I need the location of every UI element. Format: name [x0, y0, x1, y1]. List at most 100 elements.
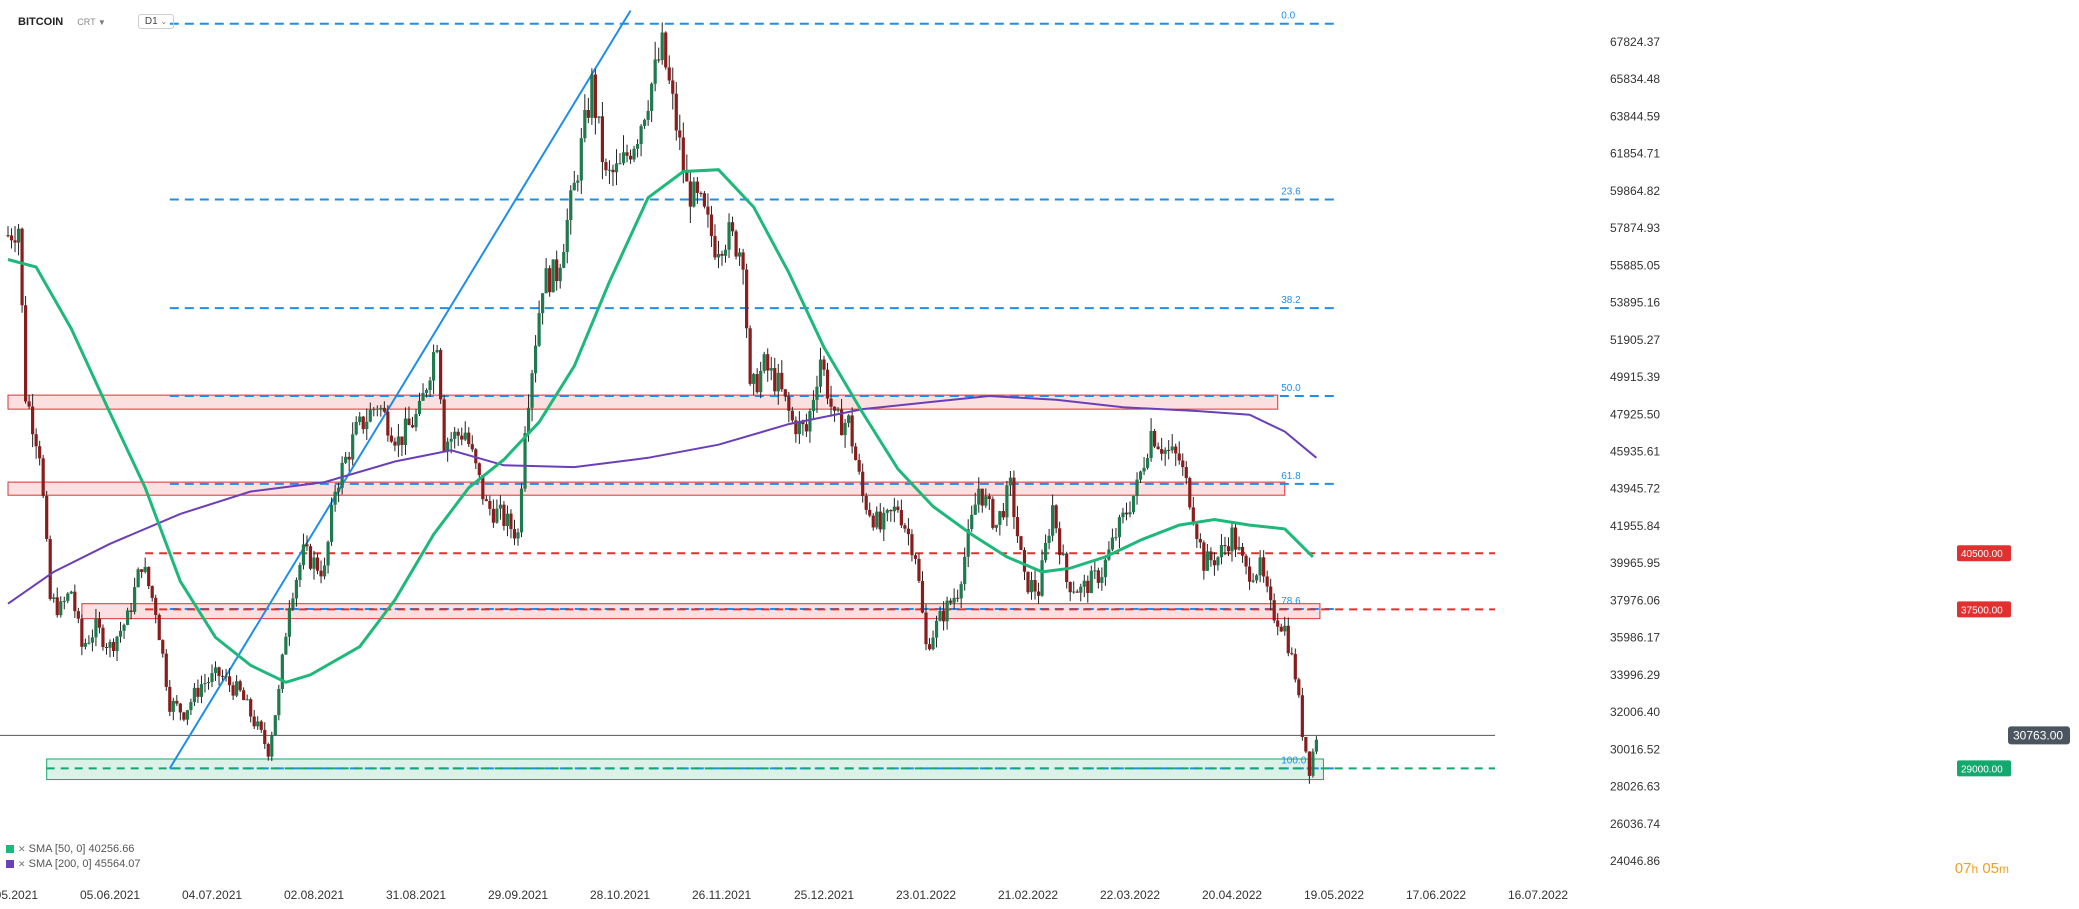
- sma50-color-swatch: [6, 845, 14, 854]
- candle-body: [372, 409, 376, 411]
- candle-body: [1138, 471, 1143, 480]
- candle-body: [467, 432, 471, 445]
- candle-body: [1240, 546, 1245, 556]
- x-tick-label: 22.03.2022: [1100, 888, 1160, 902]
- candle-body: [857, 459, 861, 472]
- candle-body: [688, 181, 692, 207]
- candle-body: [1051, 505, 1055, 536]
- candle-body: [657, 59, 661, 61]
- candle-body: [263, 729, 267, 745]
- candle-body: [161, 640, 165, 654]
- candle-body: [861, 471, 865, 497]
- candle-body: [1300, 695, 1304, 737]
- candle-body: [1093, 570, 1097, 572]
- countdown-hours: 07: [1954, 860, 1972, 877]
- candle-body: [783, 389, 787, 397]
- candle-body: [495, 508, 499, 523]
- candle-body: [1279, 626, 1283, 632]
- legend-sma50[interactable]: ✕ SMA [50, 0] 40256.66: [6, 843, 134, 855]
- candle-body: [692, 181, 696, 207]
- candle-body: [762, 354, 766, 371]
- x-tick-label: 04.07.2021: [182, 888, 242, 902]
- candle-body: [752, 374, 756, 384]
- candle-body: [417, 400, 422, 415]
- candle-body: [41, 458, 45, 497]
- sma50-line: [7, 168, 1314, 684]
- candle-body: [101, 627, 105, 647]
- candle-body: [741, 252, 745, 270]
- candle-body: [1177, 453, 1181, 461]
- sma200-value: 45564.07: [94, 858, 141, 870]
- x-tick-label: 07.05.2021: [0, 888, 38, 902]
- y-tick-label: 53895.16: [1610, 296, 1660, 310]
- candle-body: [586, 110, 590, 118]
- x-tick-label: 19.05.2022: [1304, 888, 1364, 902]
- candle-body: [938, 610, 942, 621]
- candle-body: [83, 643, 87, 647]
- candle-body: [203, 683, 207, 685]
- candle-body: [294, 579, 299, 599]
- x-tick-label: 25.12.2021: [794, 888, 854, 902]
- zone-box: [81, 603, 1321, 620]
- candle-body: [829, 398, 833, 407]
- candle-body: [607, 169, 612, 171]
- candle-body: [966, 529, 970, 557]
- candle-body: [818, 359, 823, 387]
- instrument-type-selector[interactable]: CRT ▼: [77, 17, 106, 27]
- y-tick-label: 32006.40: [1610, 705, 1660, 719]
- candle-body: [1047, 535, 1051, 543]
- candle-body: [927, 644, 932, 650]
- candle-body: [9, 235, 14, 241]
- candle-body: [175, 700, 179, 704]
- timeframe-selector[interactable]: D1 ⌄: [137, 14, 175, 29]
- candle-body: [206, 682, 211, 684]
- candle-body: [231, 685, 235, 696]
- candle-body: [1174, 446, 1178, 454]
- candle-body: [1156, 446, 1160, 450]
- candle-body: [611, 169, 615, 173]
- candle-body: [1297, 679, 1301, 696]
- candle-body: [674, 93, 678, 131]
- candle-body: [1019, 536, 1023, 550]
- close-icon[interactable]: ✕: [18, 844, 26, 854]
- candle-body: [463, 432, 467, 440]
- candle-body: [439, 350, 443, 400]
- close-icon[interactable]: ✕: [18, 859, 26, 869]
- y-tick-label: 30016.52: [1610, 742, 1660, 756]
- y-tick-label: 63844.59: [1610, 109, 1660, 123]
- candle-body: [344, 456, 348, 463]
- candle-body: [147, 566, 151, 587]
- candle-body: [512, 529, 517, 539]
- candle-body: [108, 642, 112, 648]
- candle-body: [287, 607, 291, 637]
- candle-body: [354, 421, 358, 435]
- candle-body: [604, 162, 608, 171]
- symbol-name: BITCOIN: [18, 15, 64, 28]
- candle-body: [576, 180, 580, 183]
- candle-body: [308, 546, 313, 569]
- candle-body: [104, 646, 109, 648]
- candle-body: [94, 618, 98, 638]
- candle-body: [284, 636, 288, 655]
- candle-body: [319, 570, 323, 577]
- candle-body: [917, 558, 921, 581]
- candle-body: [301, 544, 306, 566]
- candle-body: [1058, 528, 1062, 556]
- candle-body: [1272, 600, 1276, 621]
- candle-body: [375, 408, 379, 410]
- candle-body: [333, 491, 337, 505]
- candle-body: [797, 421, 801, 435]
- candle-body: [382, 407, 386, 412]
- candle-body: [115, 636, 119, 652]
- candle-body: [991, 499, 995, 528]
- current-price-badge: [2008, 726, 2070, 745]
- candle-body: [400, 436, 404, 445]
- candle-body: [727, 222, 731, 250]
- legend-sma200[interactable]: ✕ SMA [200, 0] 45564.07: [6, 858, 141, 870]
- candle-body: [769, 368, 773, 371]
- candle-body: [924, 612, 928, 645]
- x-tick-label: 02.08.2021: [284, 888, 344, 902]
- price-level-badge: [1957, 601, 2011, 618]
- sma200-line: [7, 394, 1318, 605]
